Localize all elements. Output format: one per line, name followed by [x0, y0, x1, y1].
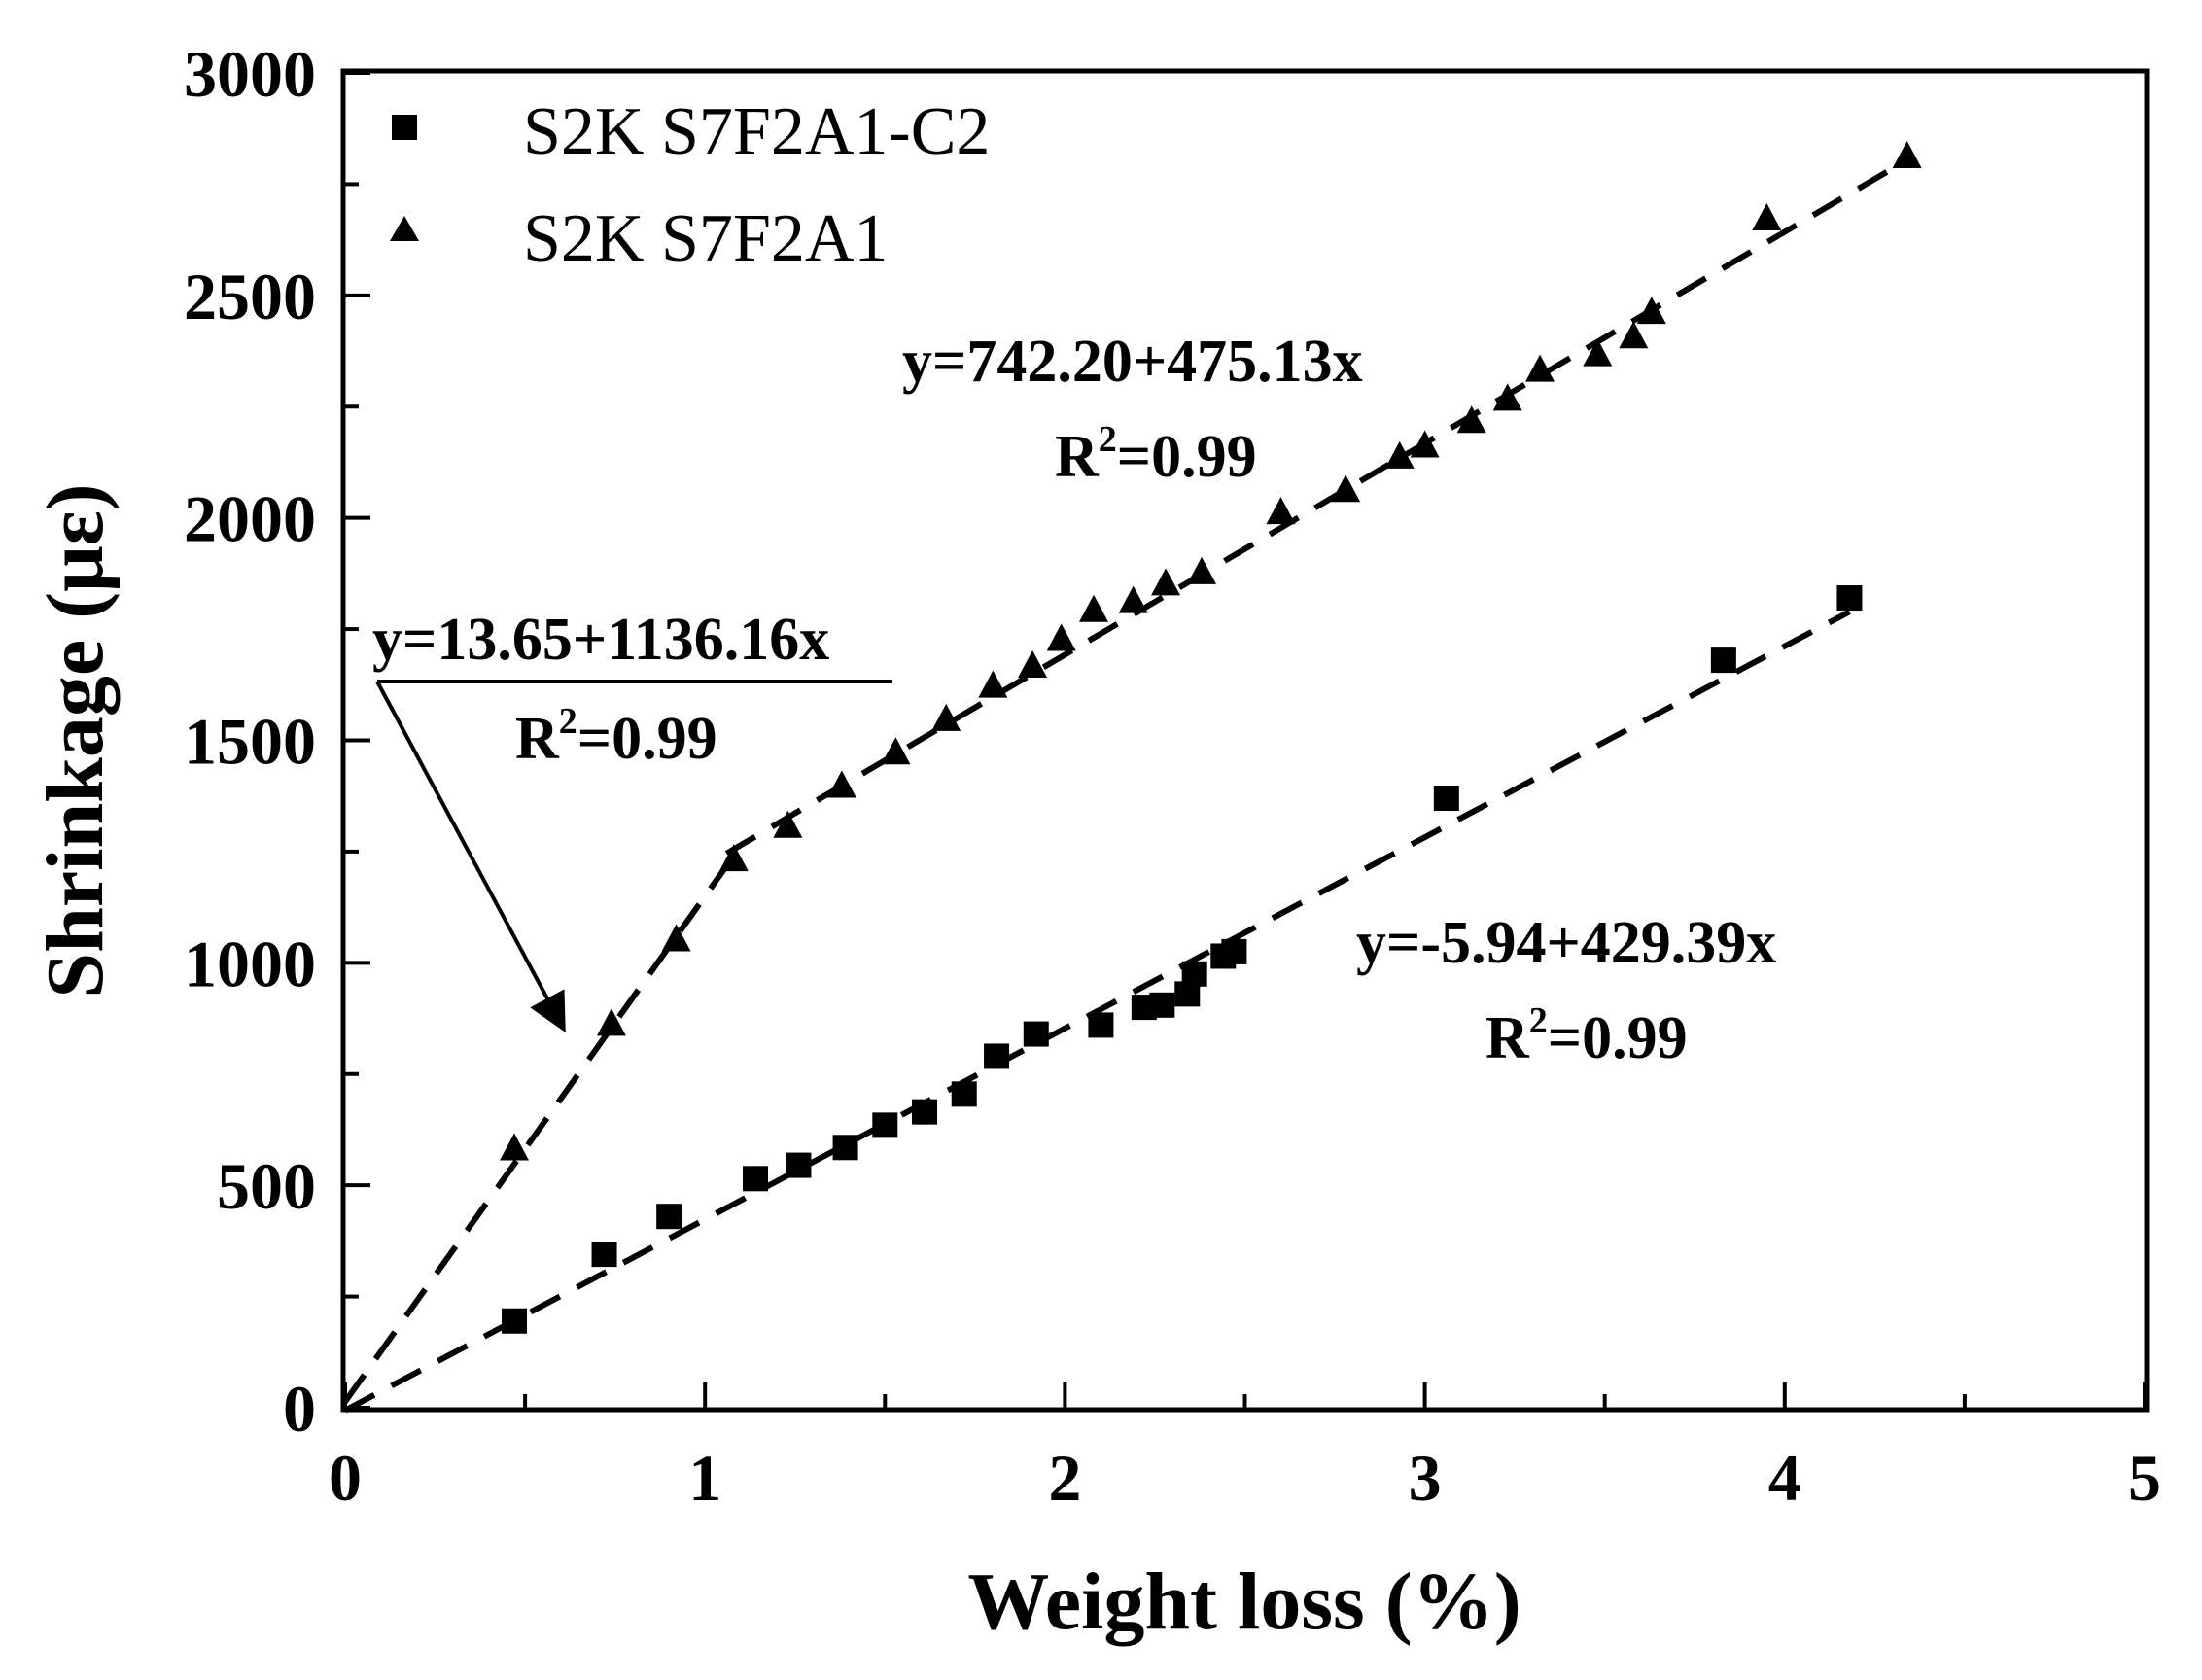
- data-point-triangle: [718, 844, 749, 872]
- data-point-square: [1433, 785, 1459, 811]
- data-point-square: [984, 1043, 1010, 1069]
- equation-a1-upper: y=742.20+475.13x: [902, 329, 1363, 395]
- legend: S2K S7F2A1-C2 S2K S7F2A1: [390, 94, 990, 276]
- x-axis-title: Weight loss (%): [967, 1557, 1520, 1647]
- y-tick-label: 1000: [184, 927, 316, 1000]
- data-point-triangle: [1079, 594, 1109, 622]
- y-tick-labels: 0 500 1000 1500 2000 2500 3000: [184, 37, 316, 1446]
- plot-frame: [340, 68, 2150, 1413]
- data-point-square: [872, 1112, 898, 1138]
- annotation-fit-a1-lower: y=13.65+1136.16x R2=0.99: [372, 607, 892, 1033]
- data-point-triangle: [1583, 338, 1613, 367]
- x-tick-label: 1: [688, 1441, 721, 1515]
- data-point-square: [786, 1152, 812, 1178]
- data-point-triangle: [596, 1008, 626, 1036]
- data-point-square: [1181, 961, 1207, 987]
- data-point-triangle: [1410, 430, 1440, 458]
- data-point-square: [1149, 992, 1175, 1018]
- data-point-triangle: [1636, 297, 1666, 325]
- y-axis-title: Shrinkage (με): [30, 483, 121, 998]
- data-point-square: [1710, 648, 1736, 674]
- data-point-triangle: [1892, 140, 1922, 168]
- data-point-triangle: [661, 924, 691, 952]
- data-point-triangle: [1187, 556, 1217, 584]
- data-point-triangle: [499, 1133, 529, 1161]
- legend-label-c2: S2K S7F2A1-C2: [523, 94, 990, 169]
- y-tick-label: 2000: [184, 482, 316, 556]
- annotation-fit-c2: y=-5.94+429.39x R2=0.99: [1356, 910, 1776, 1071]
- y-tick-label: 2500: [184, 260, 316, 333]
- data-point-triangle: [1018, 649, 1048, 678]
- data-point-square: [743, 1166, 769, 1192]
- data-point-triangle: [1151, 568, 1181, 596]
- legend-triangle-marker: [390, 216, 419, 241]
- data-point-triangle: [881, 737, 911, 765]
- x-tick-label: 0: [329, 1441, 362, 1515]
- fit-line-a1-segment-1: [342, 863, 729, 1404]
- fit-line-a1-segment-2: [724, 157, 1909, 857]
- data-point-square: [951, 1081, 977, 1107]
- data-point-triangle: [826, 770, 856, 798]
- data-point-triangle: [773, 810, 803, 838]
- data-point-square: [912, 1099, 938, 1125]
- data-point-triangle: [1384, 440, 1415, 469]
- annotation-fit-a1-upper: y=742.20+475.13x R2=0.99: [902, 329, 1363, 490]
- data-point-square: [1023, 1021, 1049, 1047]
- data-point-triangle: [1619, 321, 1649, 349]
- legend-label-a1: S2K S7F2A1: [523, 201, 888, 276]
- y-tick-label: 1500: [184, 705, 316, 779]
- r2-a1-upper: R2=0.99: [1055, 419, 1257, 490]
- legend-square-marker: [392, 115, 417, 140]
- data-point-square: [591, 1242, 617, 1268]
- data-point-triangle: [1492, 383, 1522, 411]
- r2-a1-lower: R2=0.99: [515, 701, 717, 772]
- data-point-square: [1221, 938, 1247, 964]
- data-point-square: [1088, 1012, 1114, 1038]
- data-point-square: [1836, 585, 1863, 612]
- data-point-triangle: [1456, 405, 1486, 434]
- data-point-triangle: [1046, 623, 1076, 651]
- fit-line-c2: [343, 609, 1851, 1414]
- r2-c2: R2=0.99: [1485, 1000, 1688, 1071]
- x-tick-label: 3: [1409, 1441, 1442, 1515]
- fit-lines: [342, 157, 1909, 1414]
- data-point-triangle: [1266, 497, 1296, 525]
- data-point-square: [501, 1308, 527, 1334]
- data-point-square: [656, 1204, 682, 1230]
- equation-c2: y=-5.94+429.39x: [1356, 910, 1776, 976]
- data-point-square: [832, 1135, 858, 1161]
- data-point-triangle: [1331, 474, 1361, 503]
- equation-a1-lower: y=13.65+1136.16x: [372, 607, 829, 673]
- data-point-triangle: [1525, 354, 1555, 382]
- y-tick-label: 3000: [184, 37, 316, 111]
- y-tick-label: 500: [217, 1149, 316, 1223]
- data-point-triangle: [978, 670, 1008, 698]
- x-tick-label: 2: [1048, 1441, 1081, 1515]
- data-point-triangle: [931, 703, 961, 731]
- x-tick-labels: 0 1 2 3 4 5: [329, 1441, 2161, 1515]
- data-point-triangle: [1118, 585, 1148, 613]
- x-tick-label: 5: [2128, 1441, 2161, 1515]
- data-markers: [499, 140, 1922, 1334]
- x-tick-label: 4: [1768, 1441, 1801, 1515]
- annotation-pointer-arrow: [375, 681, 566, 1033]
- data-point-triangle: [1752, 203, 1782, 231]
- y-tick-label: 0: [283, 1372, 316, 1446]
